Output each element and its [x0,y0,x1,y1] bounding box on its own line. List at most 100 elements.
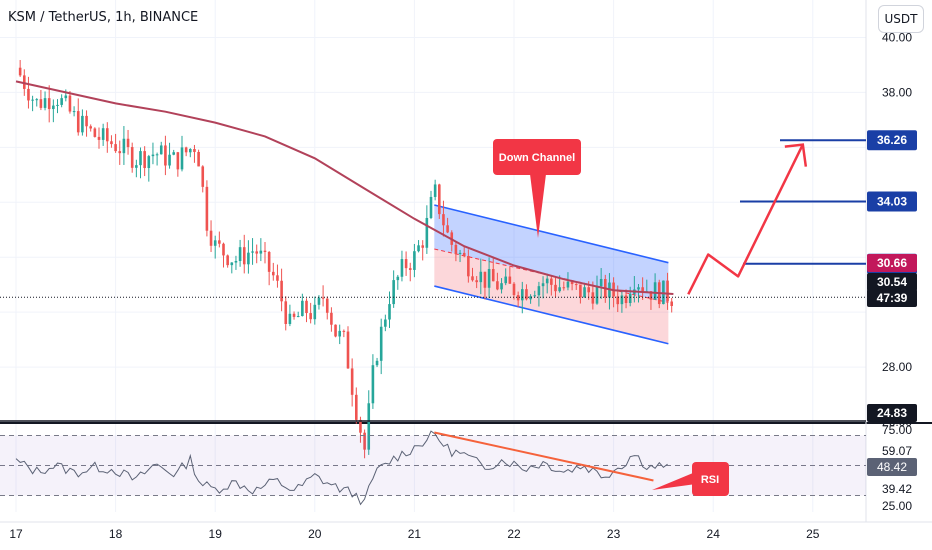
candle-body [325,298,329,313]
price-label-box: 36.26 [867,130,917,151]
candle-body [23,75,26,89]
rsi-value-box: 48.42 [867,458,917,476]
candle-body [392,280,395,305]
candle-body [330,312,333,325]
candle-body [425,217,429,248]
callout-text: Down Channel [499,152,575,164]
candle-body [213,240,217,246]
candle-body [666,280,669,302]
candle-body [238,247,242,261]
rsi-pane[interactable]: RSI [0,430,866,506]
candle-body [35,99,39,101]
candle-body [554,284,557,292]
candle-body [151,154,155,157]
candle-body [64,95,68,99]
rsi-tick-label: 75.00 [882,423,912,437]
rsi-line [15,430,668,506]
candle-body [255,251,258,254]
candle-body [201,166,205,187]
candle-body [242,247,246,265]
chart-title: KSM / TetherUS, 1h, BINANCE [8,10,199,25]
candle-body [570,281,574,285]
candle-body [209,230,213,246]
time-tick-label: 21 [408,527,422,541]
candle-body [342,330,346,332]
main-pane[interactable]: Down Channel [0,60,866,459]
candle-body [649,291,653,300]
candle-body [384,319,387,327]
candle-body [101,128,105,140]
candle-body [296,316,300,318]
candle-body [400,259,404,277]
candle-body [641,287,644,292]
candle-body [259,250,263,254]
candle-body [292,313,296,317]
candle-body [583,287,586,298]
candle-body [599,278,603,287]
candle-body [76,111,80,133]
candle-body [595,286,599,304]
candle-body [317,297,321,305]
candle-body [413,251,416,270]
candle-body [346,331,350,369]
candle-body [355,394,358,420]
time-tick-label: 25 [806,527,820,541]
candle-body [27,88,30,101]
candle-body [662,280,665,305]
candle-body [566,281,570,288]
channel-lower-line[interactable] [434,285,669,345]
price-tick-label: 38.00 [882,85,912,99]
rsi-callout-text: RSI [701,474,719,486]
candle-body [433,184,437,197]
candle-body [321,297,325,299]
price-label-bg [867,254,917,272]
candle-body [487,269,491,288]
candle-body [479,271,483,283]
candle-body [89,126,92,129]
candle-body [114,144,117,152]
candle-body [39,99,43,108]
candle-body [367,403,371,450]
candle-body [52,105,55,110]
candle-body [462,252,466,256]
price-label-box: 34.03 [867,191,917,212]
price-label-text: 30.54 [877,275,907,289]
down-channel-callout[interactable]: Down Channel [493,139,581,238]
candle-body [504,276,507,284]
candle-body [197,151,200,167]
candle-body [616,296,620,305]
candle-body [284,301,288,324]
candle-body [628,293,632,304]
candle-body [442,214,445,226]
candle-body [516,295,520,301]
price-tick-label: 28.00 [882,360,912,374]
candle-body [579,284,582,298]
candle-body [60,98,63,105]
candle-body [458,252,462,255]
candle-body [550,278,553,285]
candle-body [388,304,391,320]
price-label-box: 47:39 [867,289,917,307]
candle-body [338,330,341,337]
candle-body [222,243,225,256]
projection-arrow[interactable] [687,144,804,295]
candle-body [106,128,109,142]
candle-body [118,151,122,154]
rsi-callout[interactable]: RSI [652,462,729,496]
price-label-bg [867,289,917,307]
channel-upper-line[interactable] [434,204,669,264]
candle-body [93,128,97,137]
candle-body [525,289,528,300]
price-label-text: 36.26 [877,133,907,147]
rsi-trendline[interactable] [434,431,654,482]
candle-body [417,245,420,252]
candle-body [189,149,192,153]
price-label-text: 30.66 [877,256,907,270]
candle-body [350,368,354,395]
currency-button[interactable]: USDT [878,5,924,33]
candle-body [130,147,134,168]
candle-body [620,295,624,305]
candle-body [670,301,673,306]
callout-box [493,139,581,175]
